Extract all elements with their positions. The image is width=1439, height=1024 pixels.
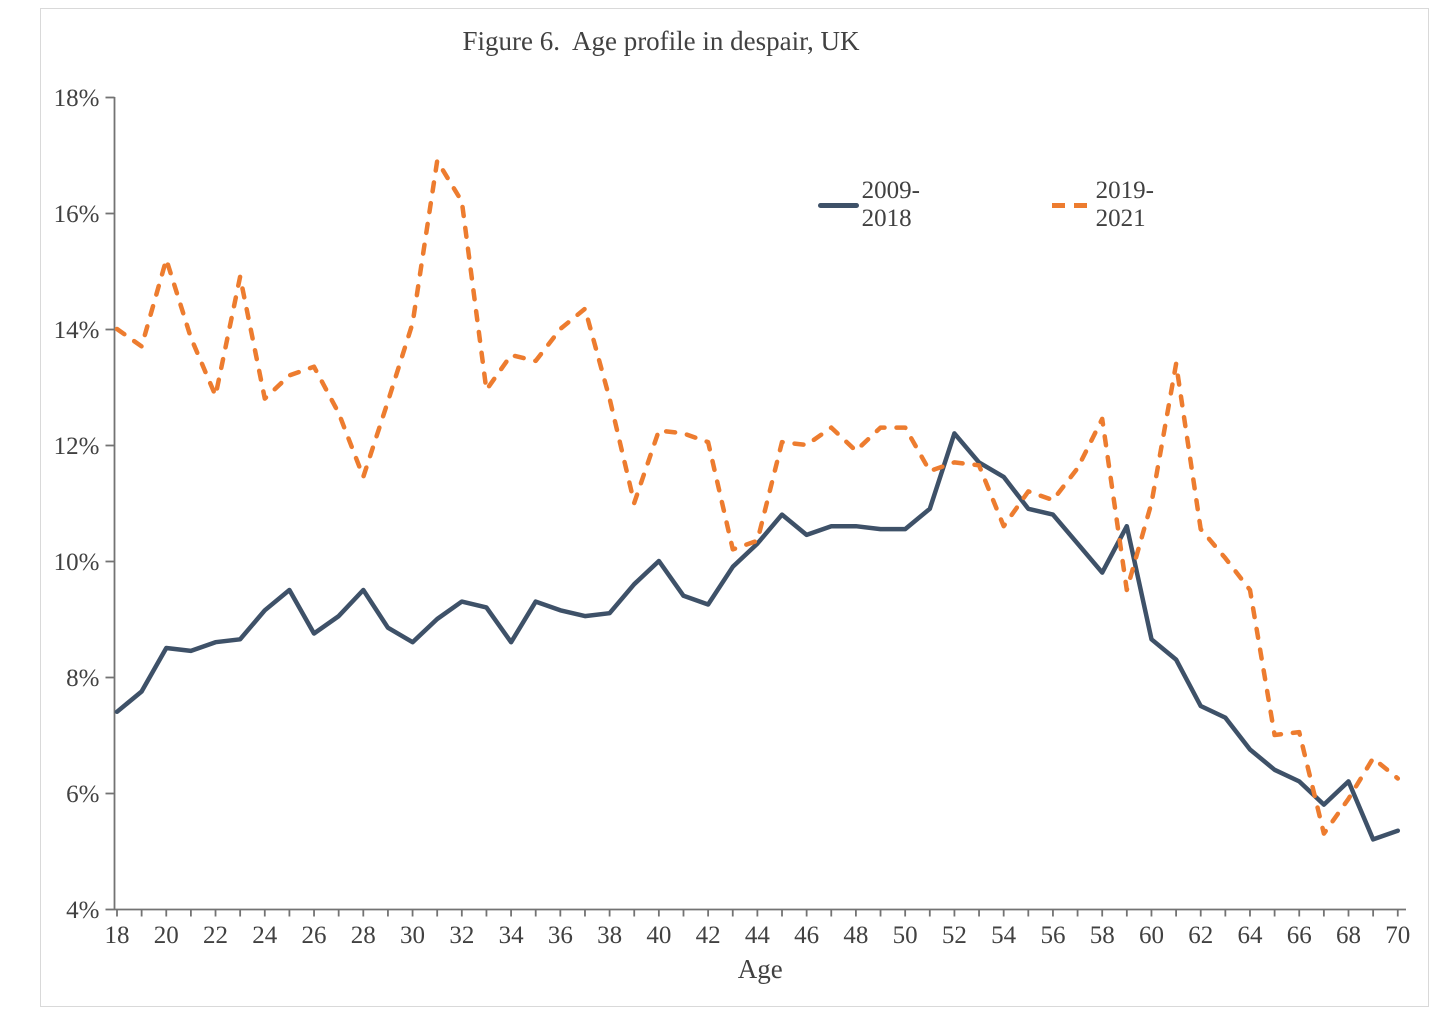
x-tick-label: 20: [154, 922, 179, 949]
series-line-2009-2018: [114, 431, 1401, 842]
x-tick-label: 30: [400, 922, 425, 949]
y-tick-label: 16%: [54, 201, 100, 228]
series-line-2019-2021: [114, 158, 1401, 836]
x-tick-label: 70: [1385, 922, 1410, 949]
x-tick-label: 18: [105, 922, 130, 949]
x-tick-label: 68: [1336, 922, 1361, 949]
x-tick-label: 48: [843, 922, 868, 949]
x-tick-label: 28: [351, 922, 376, 949]
y-tick-label: 18%: [54, 85, 100, 112]
x-tick-label: 50: [893, 922, 918, 949]
x-tick-label: 60: [1139, 922, 1164, 949]
y-tick-label: 14%: [54, 317, 100, 344]
x-tick-label: 22: [203, 922, 228, 949]
x-tick-label: 44: [745, 922, 771, 949]
x-tick-label: 36: [548, 922, 573, 949]
dashed-line-swatch-icon: [1052, 202, 1093, 208]
x-tick-label: 58: [1090, 922, 1115, 949]
y-tick-label: 8%: [66, 665, 99, 692]
y-tick-label: 4%: [66, 897, 99, 924]
x-tick-label: 24: [252, 922, 278, 949]
legend-label: 2009-2018: [861, 177, 920, 232]
x-tick-label: 52: [942, 922, 967, 949]
x-axis-label: Age: [738, 954, 783, 984]
x-tick-label: 32: [449, 922, 474, 949]
x-tick-label: 56: [1040, 922, 1065, 949]
legend-item-2009-2018: 2009-2018: [818, 177, 937, 232]
x-tick-label: 62: [1188, 922, 1213, 949]
x-tick-label: 42: [696, 922, 721, 949]
x-tick-label: 46: [794, 922, 819, 949]
x-tick-label: 40: [646, 922, 671, 949]
y-tick-label: 12%: [54, 433, 100, 460]
x-tick-label: 64: [1237, 922, 1263, 949]
y-tick-label: 6%: [66, 781, 99, 808]
x-tick-label: 54: [991, 922, 1017, 949]
solid-line-swatch-icon: [818, 202, 859, 208]
x-tick-label: 34: [499, 922, 525, 949]
x-tick-label: 66: [1287, 922, 1312, 949]
legend-item-2019-2021: 2019-2021: [1052, 177, 1171, 232]
x-tick-label: 26: [302, 922, 327, 949]
y-tick-label: 10%: [54, 549, 100, 576]
legend-label: 2019-2021: [1095, 177, 1154, 232]
x-tick-label: 38: [597, 922, 622, 949]
page-title: Figure 6. Age profile in despair, UK: [462, 26, 860, 56]
